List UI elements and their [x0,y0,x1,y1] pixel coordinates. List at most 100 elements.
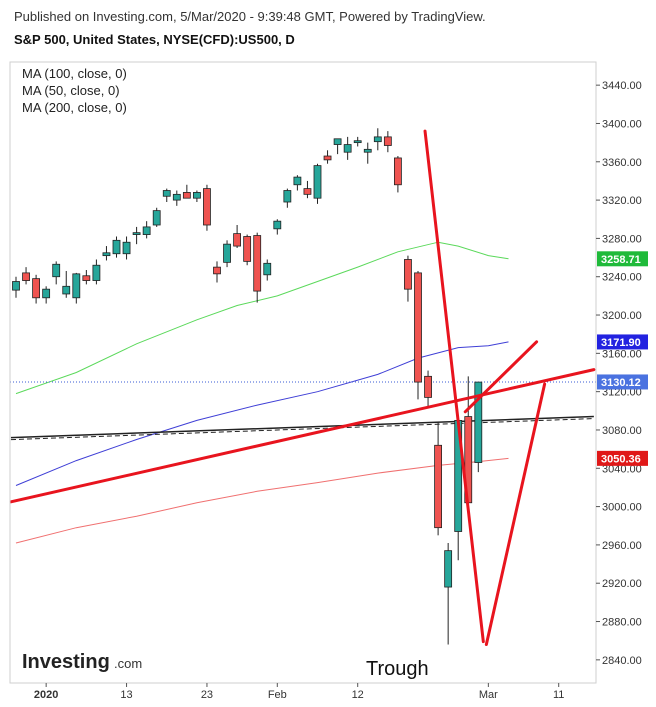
candle-body [52,263,61,278]
candle-body [223,243,231,263]
candle [142,221,151,239]
candle-body [353,140,362,144]
y-tick-label: 3040.00 [602,463,642,475]
brand-suffix: .com [114,656,142,671]
x-tick-label: 12 [352,689,364,701]
candle [353,136,362,147]
y-tick-label: 2840.00 [602,655,642,667]
x-tick-label: 11 [553,689,564,701]
candle [12,276,20,298]
candle-body [393,157,402,186]
candle [243,234,252,266]
candle [122,236,131,260]
legend-ma100: MA (100, close, 0) [22,66,127,81]
y-tick-label: 2880.00 [602,617,642,629]
price-badge-label: 3130.12 [601,377,641,389]
candle-body [273,220,282,230]
price-badge: 3258.71 [597,251,648,267]
candle-body [152,210,161,226]
candle-body [62,285,71,295]
price-badge: 3171.90 [597,334,648,350]
candle-body [22,272,30,281]
candle [313,163,322,204]
candle-body [293,176,302,186]
plot-frame [9,61,597,684]
price-badge-label: 3050.36 [601,453,641,465]
y-tick-label: 3360.00 [602,157,642,169]
candle-body [383,136,392,146]
brand-name: Investing [22,651,110,673]
candle-body [172,193,181,201]
legend-ma200: MA (200, close, 0) [22,100,127,115]
y-tick-label: 3160.00 [602,348,642,360]
candle [373,128,382,151]
y-tick-label: 3200.00 [602,310,642,322]
candle [82,270,91,285]
candle-body [192,192,201,199]
candle-body [132,232,141,235]
candle [42,286,51,304]
support-line [10,415,594,439]
candle [92,259,101,285]
candle-body [283,190,292,203]
legend-ma50: MA (50, close, 0) [22,83,120,98]
candle [404,255,412,302]
y-tick-label: 3440.00 [602,80,642,92]
x-tick-label: 2020 [34,689,58,701]
candle [132,226,141,245]
x-tick-label: Mar [479,689,498,701]
candle-body [414,272,422,383]
candle [52,261,61,285]
candle [192,190,201,203]
candle [263,259,272,281]
trend-line [484,382,547,647]
candle-body [404,259,412,290]
y-tick-label: 3240.00 [602,272,642,284]
candle [424,370,432,407]
candle [152,207,161,227]
candle-body [122,241,131,255]
y-tick-label: 3280.00 [602,233,642,245]
y-tick-label: 3080.00 [602,425,642,437]
candle [112,236,121,258]
x-tick-label: 23 [201,689,213,701]
candle-body [233,233,242,247]
y-tick-label: 3120.00 [602,387,642,399]
candle [414,270,422,400]
candle-body [82,275,91,281]
price-badge-bg [597,450,648,466]
candle [323,150,332,164]
candle [32,274,40,304]
candle [182,184,191,199]
candle [393,156,402,193]
candle-body [92,264,101,281]
candle-body [363,148,372,153]
candle [383,131,392,153]
candle [203,184,211,231]
candle-body [253,235,262,292]
y-tick-label: 3000.00 [602,502,642,514]
price-badge: 3130.12 [597,374,648,390]
candle-body [373,136,382,143]
candle-body [313,165,322,199]
candle [363,142,372,164]
price-badge-bg [597,374,648,390]
candle-body [12,281,20,291]
ma50-line [15,241,509,395]
candle-body [72,273,81,299]
candle-body [112,239,121,255]
y-tick-label: 2960.00 [602,540,642,552]
candle-body [434,444,443,529]
candle-body [424,375,432,398]
chart-title: S&P 500, United States, NYSE(CFD):US500,… [14,32,295,47]
candle-body [444,550,453,588]
candle [62,270,71,298]
candle [102,246,111,261]
candle [213,261,221,283]
x-tick-label: 13 [120,689,132,701]
price-badge-bg [597,251,648,267]
candle [22,267,30,285]
candle-body [162,190,171,197]
candle-body [303,188,312,195]
